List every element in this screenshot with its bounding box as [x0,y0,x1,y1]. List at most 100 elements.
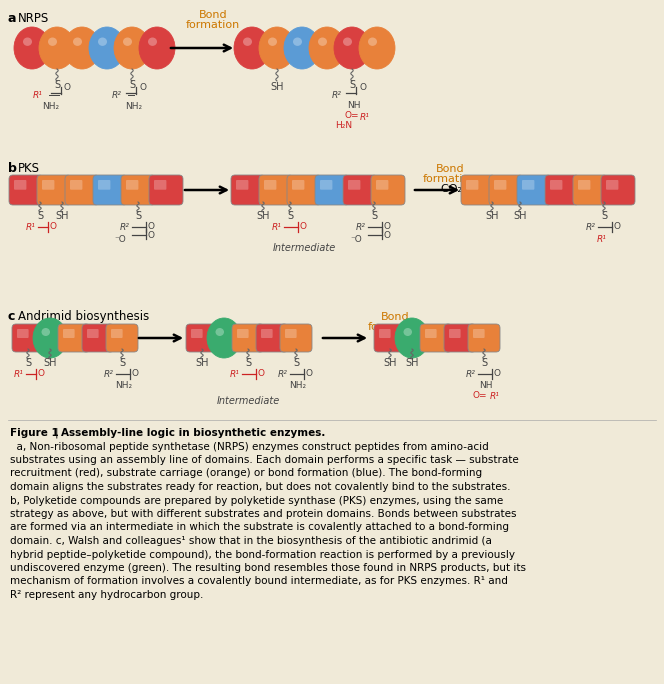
Text: O: O [494,369,501,378]
FancyBboxPatch shape [106,324,138,352]
Text: SH: SH [256,211,270,221]
FancyBboxPatch shape [256,324,288,352]
Ellipse shape [123,38,132,46]
Text: |: | [55,428,58,438]
Text: O: O [258,369,265,378]
Text: NH: NH [479,381,493,390]
Text: NH₂: NH₂ [116,381,133,390]
FancyBboxPatch shape [444,324,476,352]
Text: mechanism of formation involves a covalently bound intermediate, as for PKS enzy: mechanism of formation involves a covale… [10,577,508,586]
FancyBboxPatch shape [237,329,248,338]
Text: O: O [50,222,57,231]
Text: SH: SH [270,82,284,92]
Text: R²: R² [120,223,130,232]
FancyBboxPatch shape [573,175,607,205]
Text: SH: SH [195,358,208,368]
FancyBboxPatch shape [376,180,388,189]
Ellipse shape [33,318,67,358]
Text: b, Polyketide compounds are prepared by polyketide synthase (PKS) enzymes, using: b, Polyketide compounds are prepared by … [10,495,503,505]
Text: Intermediate: Intermediate [272,243,335,253]
FancyBboxPatch shape [98,180,110,189]
FancyBboxPatch shape [374,324,406,352]
Ellipse shape [334,27,370,69]
FancyBboxPatch shape [315,175,349,205]
Text: R¹: R¹ [14,370,24,379]
Text: O: O [38,369,45,378]
FancyBboxPatch shape [58,324,90,352]
Text: S: S [25,358,31,368]
Text: NH₂: NH₂ [290,381,307,390]
Text: S: S [287,211,293,221]
Text: O: O [384,231,391,240]
Text: a: a [8,12,17,25]
FancyBboxPatch shape [287,175,321,205]
Text: undiscovered enzyme (green). The resulting bond resembles those found in NRPS pr: undiscovered enzyme (green). The resulti… [10,563,526,573]
Text: S: S [37,211,43,221]
FancyBboxPatch shape [14,180,27,189]
FancyBboxPatch shape [420,324,452,352]
Text: S: S [135,211,141,221]
FancyBboxPatch shape [468,324,500,352]
Text: formation: formation [368,322,422,332]
Ellipse shape [48,38,57,46]
FancyBboxPatch shape [17,329,29,338]
Text: Bond: Bond [380,312,409,322]
Text: SH: SH [405,358,419,368]
Text: O: O [384,222,391,231]
FancyBboxPatch shape [449,329,461,338]
Text: R¹: R¹ [26,223,36,232]
Text: S: S [481,358,487,368]
Text: S: S [293,358,299,368]
FancyBboxPatch shape [578,180,590,189]
FancyBboxPatch shape [466,180,478,189]
Ellipse shape [243,38,252,46]
FancyBboxPatch shape [425,329,437,338]
Ellipse shape [207,318,241,358]
Text: R¹: R¹ [360,113,370,122]
Text: NRPS: NRPS [18,12,49,25]
FancyBboxPatch shape [261,329,273,338]
Text: R²: R² [104,370,114,379]
Text: NH: NH [347,101,361,110]
Text: Bond: Bond [199,10,227,20]
Ellipse shape [89,27,125,69]
FancyBboxPatch shape [343,175,377,205]
Text: O: O [132,369,139,378]
Text: SH: SH [55,211,69,221]
Text: S: S [54,80,60,90]
FancyBboxPatch shape [259,175,293,205]
FancyBboxPatch shape [517,175,551,205]
Text: SH: SH [383,358,397,368]
Text: O: O [345,111,351,120]
Text: O: O [64,83,71,92]
FancyBboxPatch shape [320,180,333,189]
FancyBboxPatch shape [186,324,218,352]
Text: R²: R² [278,370,288,379]
Ellipse shape [293,38,302,46]
Text: ⁻O: ⁻O [350,235,362,244]
Ellipse shape [395,318,429,358]
FancyBboxPatch shape [42,180,54,189]
Text: b: b [8,162,17,175]
Ellipse shape [139,27,175,69]
FancyBboxPatch shape [489,175,523,205]
Text: domain. c, Walsh and colleagues¹ show that in the biosynthesis of the antibiotic: domain. c, Walsh and colleagues¹ show th… [10,536,492,546]
Text: Bond: Bond [436,164,464,174]
FancyBboxPatch shape [231,175,265,205]
Ellipse shape [368,38,377,46]
Text: S: S [371,211,377,221]
Text: Assembly-line logic in biosynthetic enzymes.: Assembly-line logic in biosynthetic enzy… [61,428,325,438]
Ellipse shape [284,27,320,69]
Text: O: O [359,83,366,92]
FancyBboxPatch shape [348,180,361,189]
Text: formation: formation [186,20,240,30]
FancyBboxPatch shape [63,329,74,338]
FancyBboxPatch shape [111,329,123,338]
Ellipse shape [216,328,224,336]
Ellipse shape [359,27,395,69]
FancyBboxPatch shape [606,180,618,189]
Text: strategy as above, but with different substrates and protein domains. Bonds betw: strategy as above, but with different su… [10,509,517,519]
FancyBboxPatch shape [9,175,43,205]
Text: O: O [306,369,313,378]
Text: SH: SH [513,211,527,221]
